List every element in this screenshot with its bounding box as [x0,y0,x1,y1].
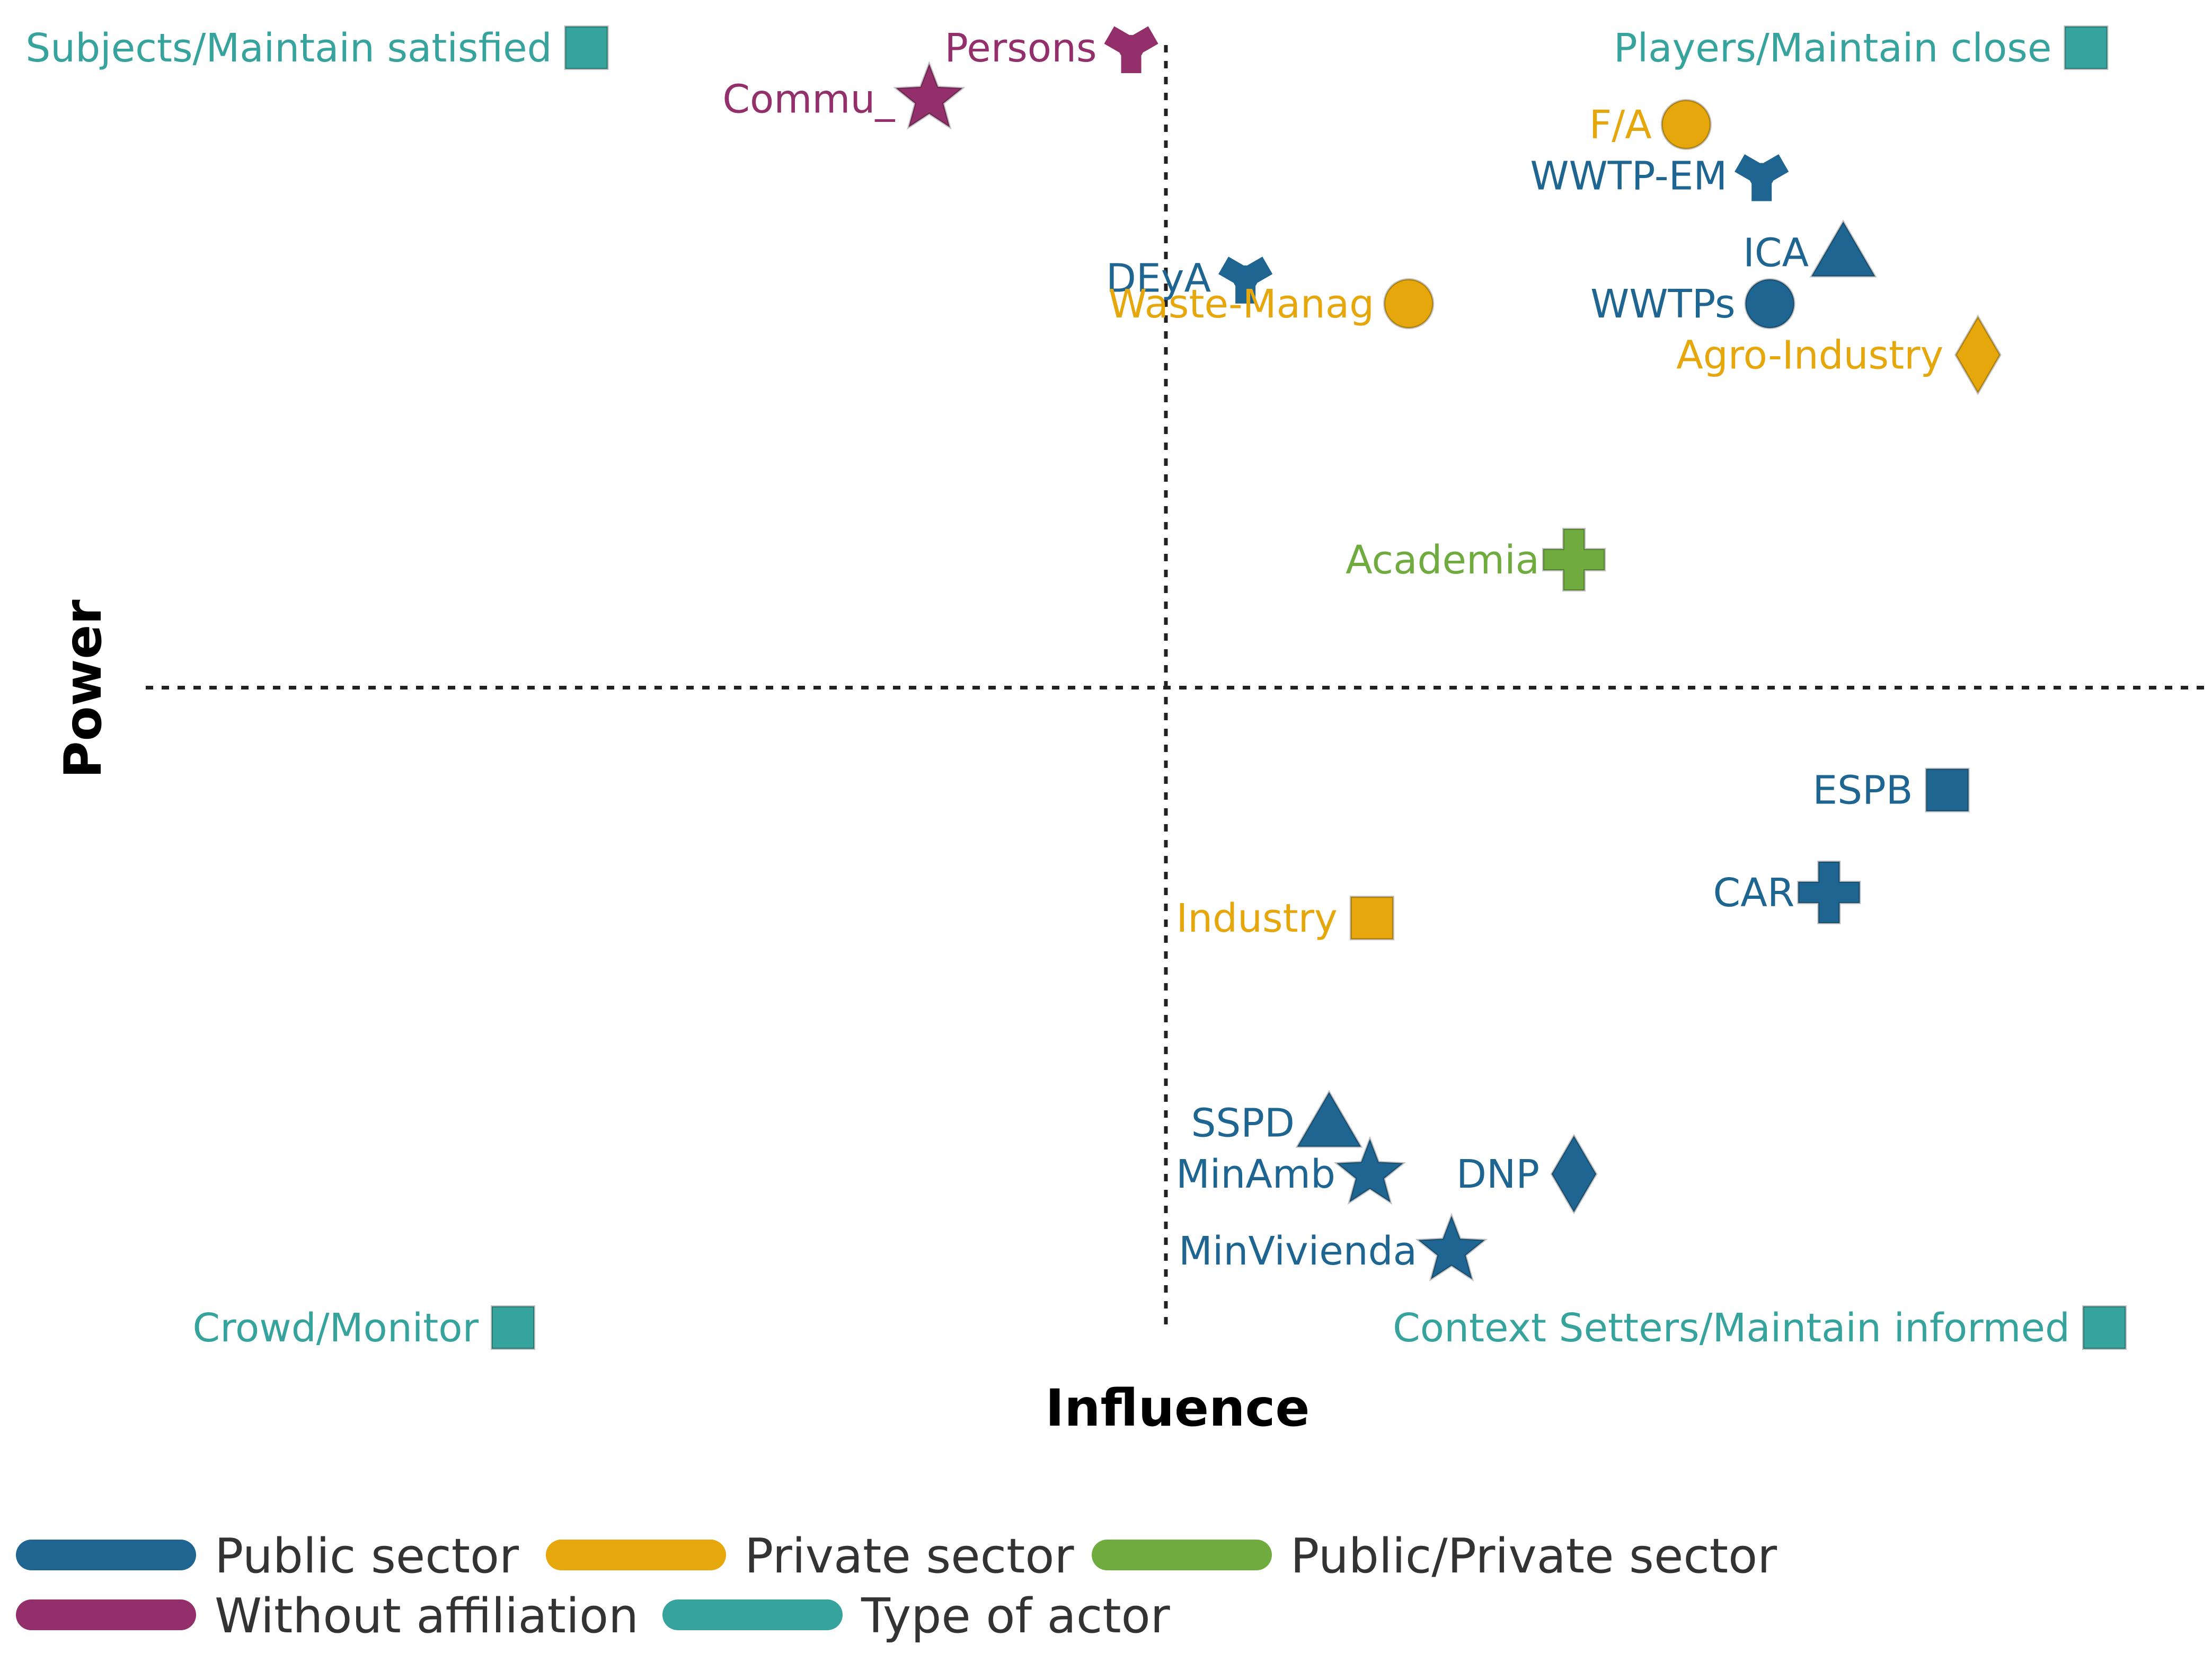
legend-item: Type of actor [662,1588,1170,1644]
data-point: Commu_ [722,60,966,130]
square-marker [1349,896,1394,941]
point-label: Waste-Manag [1108,281,1374,327]
legend-label: Private sector [745,1528,1074,1584]
triangle-marker [1295,1090,1363,1148]
data-point: Crowd/Monitor [193,1305,535,1351]
legend-item: Private sector [546,1528,1074,1584]
x-axis-label: Influence [1045,1378,1309,1438]
point-label: Subjects/Maintain satisfied [25,25,552,71]
data-point: Industry [1176,896,1394,941]
point-label: CAR [1713,870,1795,916]
diamond-marker [1954,314,2002,395]
star-marker [893,60,966,130]
data-point: SSPD [1191,1090,1363,1148]
point-label: MinAmb [1176,1152,1335,1197]
point-label: Agro-Industry [1676,333,1943,378]
star-marker [1415,1213,1488,1282]
cross-marker [1542,528,1606,591]
point-label: ICA [1743,230,1809,276]
square-marker [2064,25,2109,70]
point-label: WWTPs [1590,281,1735,327]
legend-label: Without affiliation [215,1588,639,1644]
data-point: WWTP-EM [1530,154,1789,201]
legend-item: Public sector [16,1528,519,1584]
legend-label: Public sector [215,1528,519,1584]
data-point: Academia [1346,528,1606,591]
data-point: MinAmb [1176,1136,1406,1205]
data-point: MinVivienda [1179,1213,1488,1282]
square-marker [491,1305,535,1350]
point-label: Commu_ [722,77,895,122]
triangle-marker [1809,219,1877,278]
data-point: Persons [944,25,1158,73]
legend-swatch [546,1540,726,1570]
data-point: ESPB [1812,767,1970,814]
point-label: Crowd/Monitor [193,1305,479,1351]
point-label: Players/Maintain close [1614,25,2051,71]
cross-marker [1797,860,1861,924]
data-point: DNP [1456,1134,1598,1215]
square-marker [1925,767,1970,812]
data-point: Players/Maintain close [1614,25,2109,71]
point-label: Industry [1176,896,1337,941]
data-point: F/A [1589,99,1712,150]
diamond-marker [1550,1134,1598,1215]
legend-swatch [16,1599,196,1630]
circle-marker [1383,278,1435,329]
legend-item: Without affiliation [16,1588,639,1644]
point-label: MinVivienda [1179,1228,1417,1274]
point-label: WWTP-EM [1530,154,1727,199]
data-point: WWTPs [1590,278,1795,329]
square-marker [564,25,609,70]
star-marker [1333,1136,1406,1205]
point-label: Context Setters/Maintain informed [1393,1305,2070,1351]
data-point: Waste-Manag [1108,278,1435,329]
data-point: DEyA [1106,256,1273,304]
legend-swatch [1092,1540,1272,1570]
point-label: DEyA [1106,256,1211,302]
data-point: Subjects/Maintain satisfied [25,25,609,71]
data-point: ICA [1743,219,1877,278]
point-label: SSPD [1191,1101,1295,1146]
quadrant-dividers [146,45,2205,1333]
legend: Public sector Private sector Public/Privat… [16,1528,1777,1644]
data-point: CAR [1713,860,1861,924]
tri-star-marker [1104,26,1158,73]
data-point: Context Setters/Maintain informed [1393,1305,2127,1351]
legend-swatch [662,1599,843,1630]
point-label: Persons [944,25,1096,71]
point-label: F/A [1589,102,1652,148]
tri-star-marker [1735,154,1789,201]
circle-marker [1744,278,1795,329]
square-marker [2082,1305,2127,1350]
point-label: ESPB [1812,768,1913,814]
legend-label: Public/Private sector [1290,1528,1777,1584]
circle-marker [1660,99,1712,150]
y-axis-label: Power [54,599,113,779]
tri-star-marker [1218,257,1273,304]
point-label: Academia [1346,537,1539,583]
legend-swatch [16,1540,196,1570]
legend-label: Type of actor [861,1588,1170,1644]
data-point: Agro-Industry [1676,314,2002,395]
point-label: DNP [1456,1152,1539,1197]
legend-item: Public/Private sector [1092,1528,1777,1584]
data-points: Subjects/Maintain satisfied Persons Commu_… [25,25,2127,1351]
